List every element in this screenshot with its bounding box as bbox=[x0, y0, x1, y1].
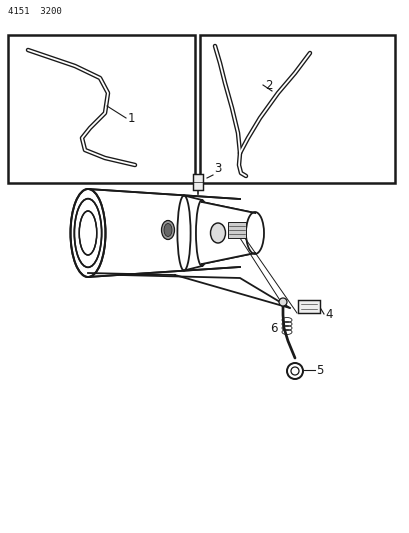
Ellipse shape bbox=[164, 223, 172, 237]
Ellipse shape bbox=[210, 223, 225, 243]
Ellipse shape bbox=[161, 221, 174, 239]
Polygon shape bbox=[184, 196, 202, 271]
Bar bbox=[8, 35, 195, 183]
Polygon shape bbox=[202, 202, 254, 264]
Ellipse shape bbox=[278, 298, 286, 306]
Text: 3: 3 bbox=[213, 162, 221, 175]
Bar bbox=[297, 300, 319, 313]
Text: 4: 4 bbox=[324, 309, 332, 321]
Bar bbox=[227, 222, 245, 238]
Bar bbox=[193, 174, 202, 190]
Text: 2: 2 bbox=[264, 78, 272, 92]
Bar bbox=[200, 35, 394, 183]
Text: 4151  3200: 4151 3200 bbox=[8, 7, 62, 16]
Text: 1: 1 bbox=[128, 111, 135, 125]
Polygon shape bbox=[88, 189, 239, 277]
Text: 5: 5 bbox=[315, 365, 323, 377]
Text: 6: 6 bbox=[270, 321, 277, 335]
